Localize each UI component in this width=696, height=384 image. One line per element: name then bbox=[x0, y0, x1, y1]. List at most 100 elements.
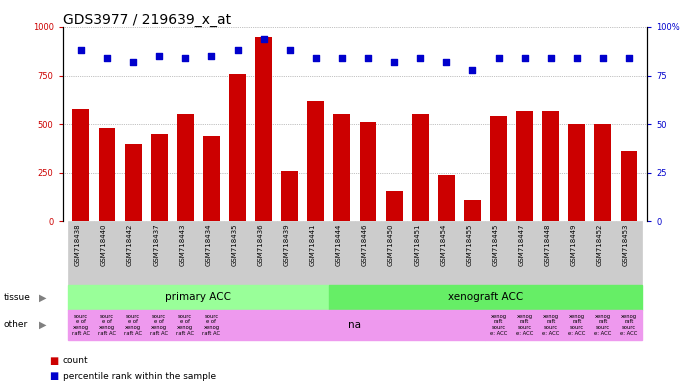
Point bbox=[258, 35, 269, 41]
Bar bbox=[386, 191, 402, 221]
Bar bbox=[333, 114, 350, 221]
Point bbox=[284, 47, 295, 53]
Bar bbox=[68, 221, 94, 285]
Bar bbox=[177, 114, 193, 221]
Bar bbox=[329, 285, 642, 310]
Point bbox=[597, 55, 608, 61]
Bar bbox=[281, 171, 298, 221]
Bar bbox=[490, 116, 507, 221]
Point bbox=[624, 55, 635, 61]
Bar bbox=[594, 124, 611, 221]
Bar bbox=[459, 221, 486, 285]
Text: sourc
e of
xenog
raft AC: sourc e of xenog raft AC bbox=[124, 314, 142, 336]
Bar bbox=[198, 221, 224, 285]
Bar bbox=[225, 221, 251, 285]
Point bbox=[336, 55, 347, 61]
Text: ■: ■ bbox=[49, 356, 58, 366]
Text: GSM718451: GSM718451 bbox=[414, 223, 420, 266]
Text: GSM718435: GSM718435 bbox=[232, 223, 237, 266]
Bar bbox=[120, 221, 146, 285]
Text: primary ACC: primary ACC bbox=[166, 292, 231, 303]
Text: GSM718445: GSM718445 bbox=[493, 223, 498, 266]
Text: xenog
raft
sourc
e: ACC: xenog raft sourc e: ACC bbox=[568, 314, 585, 336]
Bar bbox=[308, 101, 324, 221]
Text: GSM718454: GSM718454 bbox=[441, 223, 446, 266]
Bar bbox=[569, 124, 585, 221]
Bar bbox=[434, 221, 459, 285]
Bar bbox=[486, 221, 512, 285]
Bar bbox=[203, 136, 220, 221]
Bar bbox=[616, 221, 642, 285]
Bar bbox=[99, 128, 116, 221]
Text: xenog
raft
sourc
e: ACC: xenog raft sourc e: ACC bbox=[620, 314, 638, 336]
Bar bbox=[486, 310, 642, 340]
Text: GSM718449: GSM718449 bbox=[571, 223, 577, 266]
Point bbox=[102, 55, 113, 61]
Text: GSM718450: GSM718450 bbox=[388, 223, 394, 266]
Text: xenog
raft
sourc
e: ACC: xenog raft sourc e: ACC bbox=[594, 314, 612, 336]
Text: GSM718443: GSM718443 bbox=[180, 223, 185, 266]
Point bbox=[415, 55, 426, 61]
Text: na: na bbox=[349, 320, 361, 330]
Bar bbox=[173, 221, 198, 285]
Text: percentile rank within the sample: percentile rank within the sample bbox=[63, 372, 216, 381]
Bar bbox=[355, 221, 381, 285]
Text: xenograft ACC: xenograft ACC bbox=[448, 292, 523, 303]
Bar bbox=[151, 134, 168, 221]
Bar bbox=[412, 114, 429, 221]
Text: GSM718452: GSM718452 bbox=[597, 223, 603, 266]
Point bbox=[467, 66, 478, 73]
Text: GDS3977 / 219639_x_at: GDS3977 / 219639_x_at bbox=[63, 13, 231, 27]
Text: GSM718442: GSM718442 bbox=[127, 223, 133, 266]
Text: GSM718455: GSM718455 bbox=[466, 223, 473, 266]
Bar bbox=[512, 221, 538, 285]
Point bbox=[388, 59, 400, 65]
Bar bbox=[360, 122, 377, 221]
Bar bbox=[516, 111, 533, 221]
Bar bbox=[538, 221, 564, 285]
Bar bbox=[225, 310, 486, 340]
Bar bbox=[125, 144, 141, 221]
Bar bbox=[277, 221, 303, 285]
Point bbox=[545, 55, 556, 61]
Bar bbox=[255, 36, 272, 221]
Text: sourc
e of
xenog
raft AC: sourc e of xenog raft AC bbox=[72, 314, 90, 336]
Bar bbox=[381, 221, 407, 285]
Text: GSM718434: GSM718434 bbox=[205, 223, 212, 266]
Bar bbox=[251, 221, 277, 285]
Text: xenog
raft
sourc
e: ACC: xenog raft sourc e: ACC bbox=[490, 314, 507, 336]
Text: GSM718448: GSM718448 bbox=[545, 223, 551, 266]
Text: GSM718447: GSM718447 bbox=[519, 223, 525, 266]
Point bbox=[571, 55, 583, 61]
Bar bbox=[590, 221, 616, 285]
Text: GSM718441: GSM718441 bbox=[310, 223, 316, 266]
Point bbox=[519, 55, 530, 61]
Text: ▶: ▶ bbox=[39, 292, 47, 303]
Text: GSM718438: GSM718438 bbox=[75, 223, 81, 266]
Bar bbox=[146, 221, 173, 285]
Point bbox=[441, 59, 452, 65]
Point bbox=[75, 47, 86, 53]
Text: ■: ■ bbox=[49, 371, 58, 381]
Text: GSM718453: GSM718453 bbox=[623, 223, 629, 266]
Text: GSM718436: GSM718436 bbox=[258, 223, 264, 266]
Point bbox=[180, 55, 191, 61]
Bar bbox=[621, 151, 638, 221]
Text: xenog
raft
sourc
e: ACC: xenog raft sourc e: ACC bbox=[542, 314, 560, 336]
Text: GSM718446: GSM718446 bbox=[362, 223, 368, 266]
Point bbox=[154, 53, 165, 59]
Point bbox=[310, 55, 322, 61]
Text: GSM718440: GSM718440 bbox=[101, 223, 107, 266]
Text: sourc
e of
xenog
raft AC: sourc e of xenog raft AC bbox=[176, 314, 194, 336]
Bar bbox=[564, 221, 590, 285]
Bar bbox=[438, 175, 454, 221]
Text: other: other bbox=[3, 320, 28, 329]
Bar bbox=[329, 221, 355, 285]
Point bbox=[127, 59, 139, 65]
Point bbox=[363, 55, 374, 61]
Bar bbox=[94, 221, 120, 285]
Bar bbox=[72, 109, 89, 221]
Text: ▶: ▶ bbox=[39, 320, 47, 330]
Point bbox=[493, 55, 504, 61]
Bar bbox=[68, 310, 225, 340]
